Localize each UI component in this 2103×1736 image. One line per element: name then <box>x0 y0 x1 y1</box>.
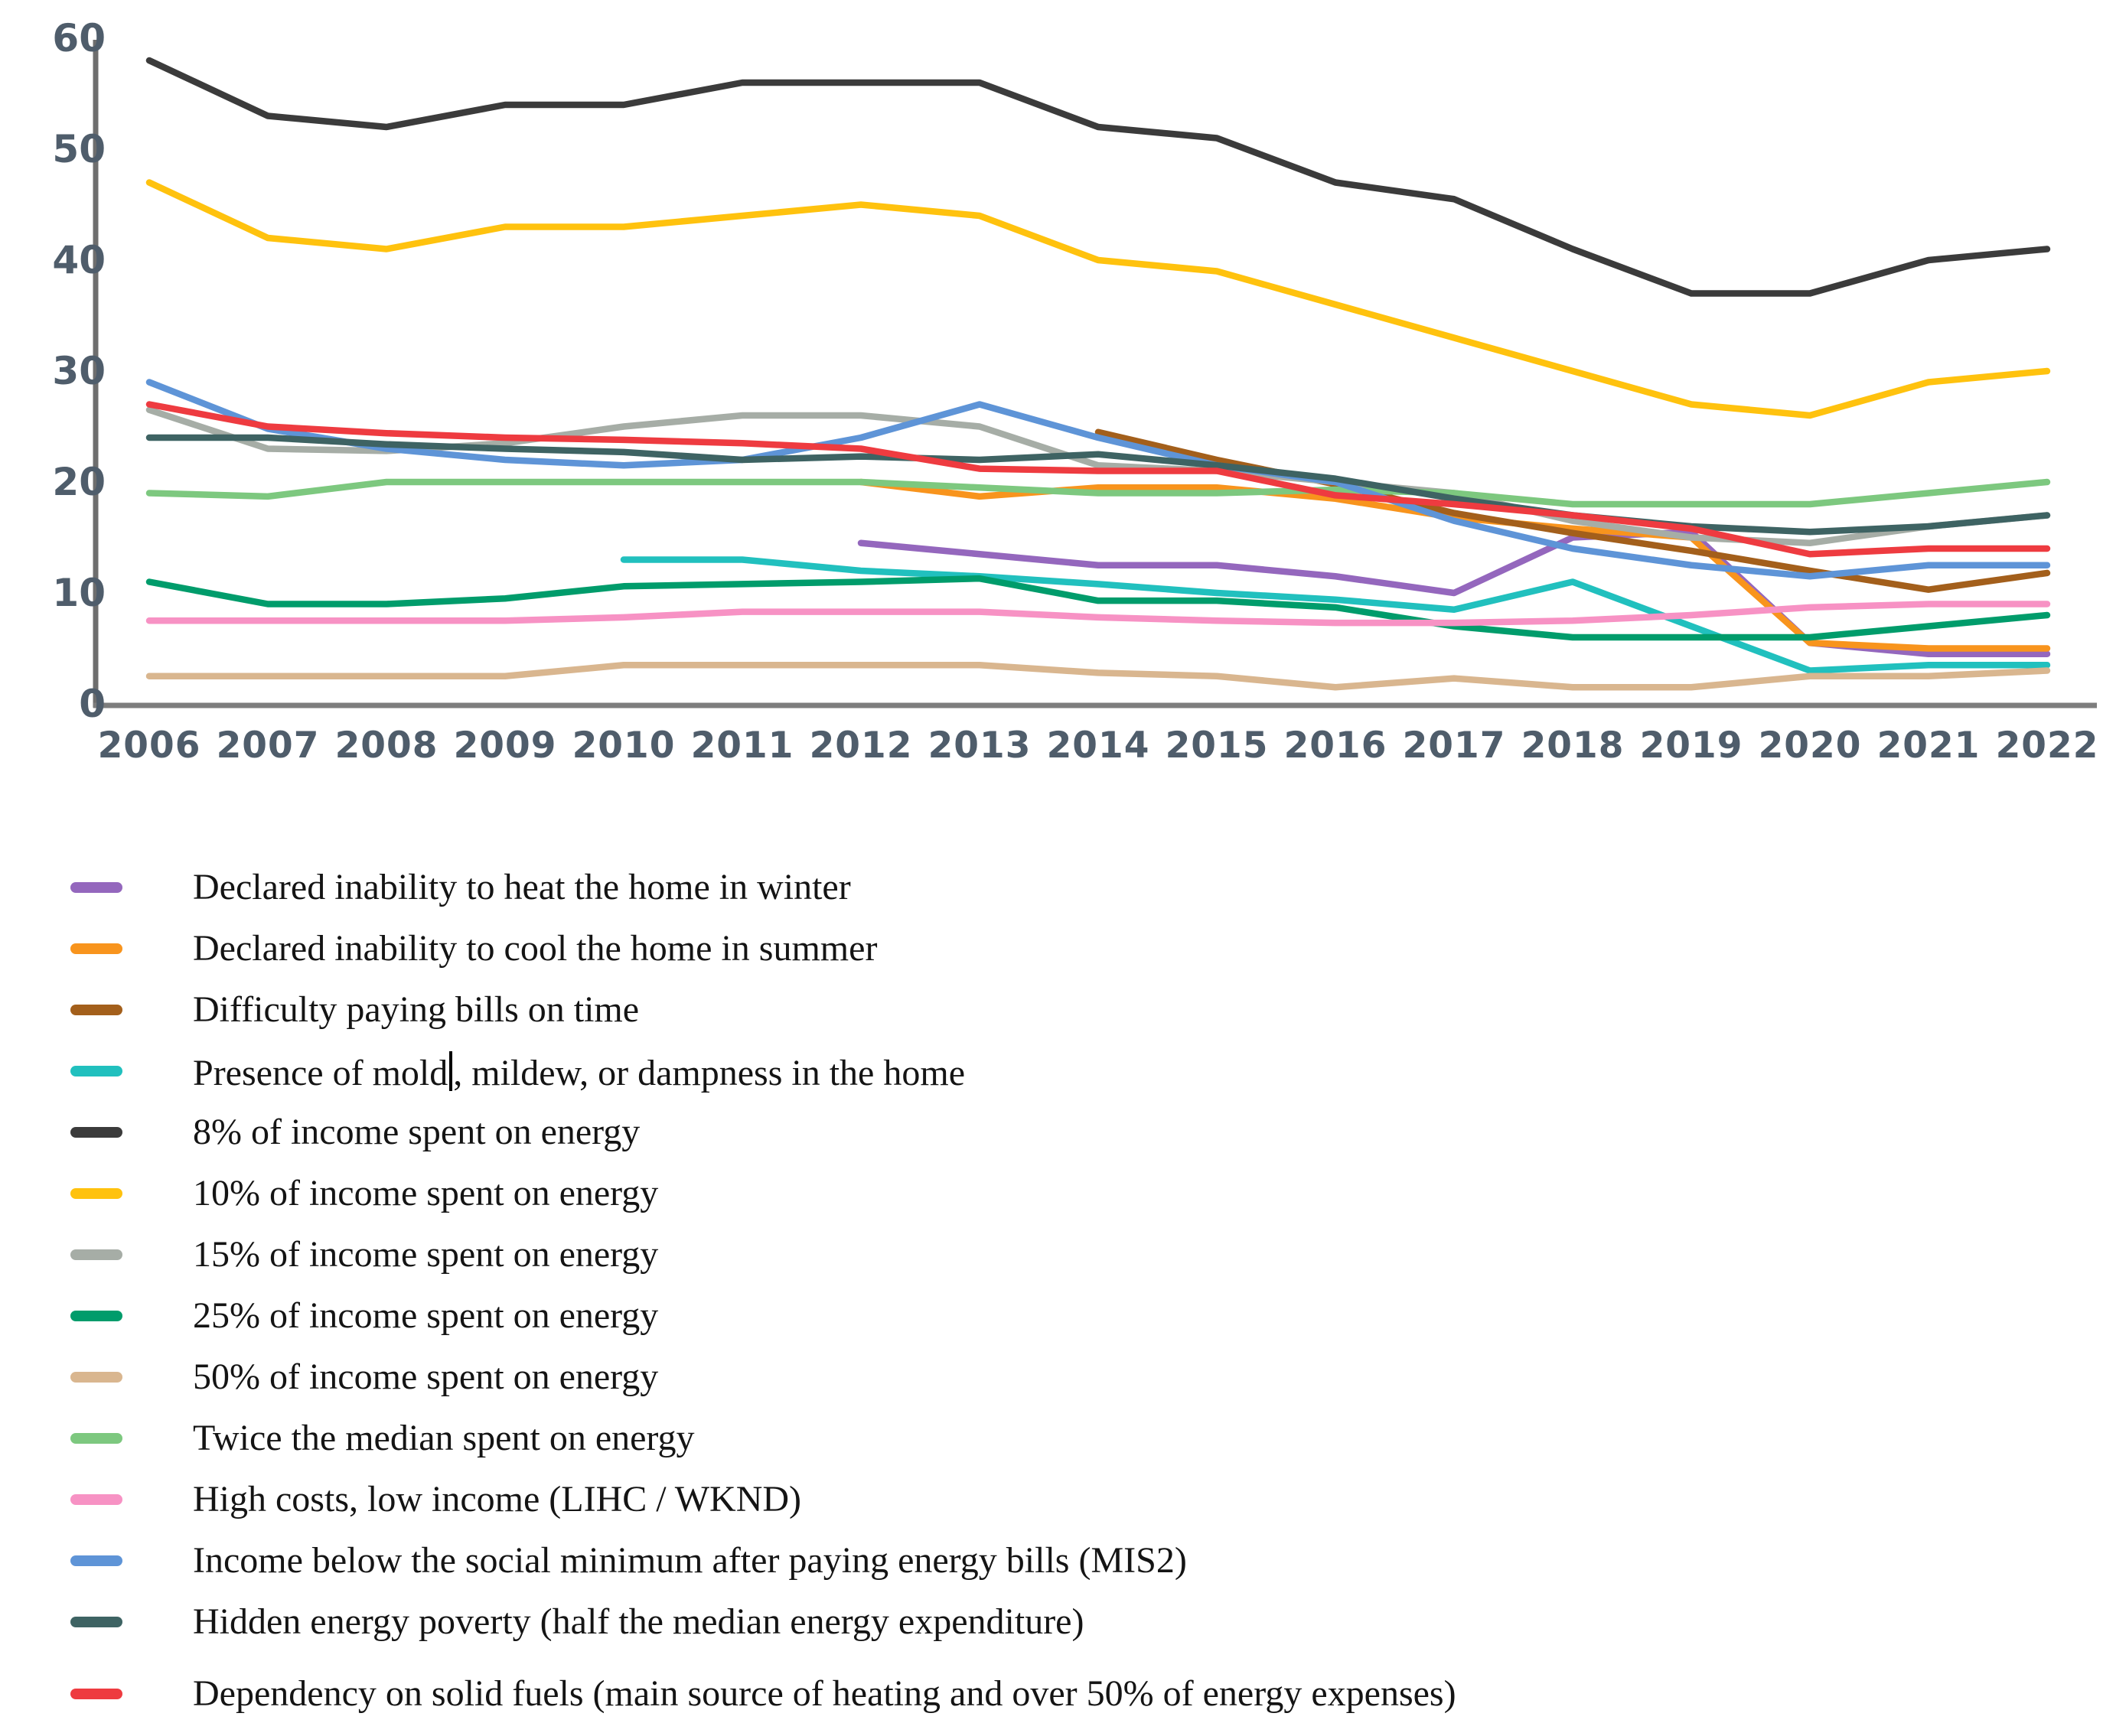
legend-item-income-15: 15% of income spent on energy <box>70 1224 2103 1285</box>
x-tick-label-2019: 2019 <box>1640 725 1743 767</box>
text-cursor <box>449 1050 453 1091</box>
chart-legend: Declared inability to heat the home in w… <box>0 813 2103 1725</box>
legend-label-income-25[interactable]: 25% of income spent on energy <box>193 1295 659 1336</box>
series-line-income-8 <box>145 57 2051 297</box>
series-line-solid-fuels <box>145 401 2051 558</box>
legend-item-cool-summer: Declared inability to cool the home in s… <box>70 918 2103 979</box>
legend-item-mold: Presence of mold, mildew, or dampness in… <box>70 1041 2103 1102</box>
y-tick-label-10: 10 <box>52 571 106 615</box>
y-tick-label-20: 20 <box>52 460 106 504</box>
legend-item-lihc: High costs, low income (LIHC / WKND) <box>70 1469 2103 1530</box>
legend-item-income-50: 50% of income spent on energy <box>70 1347 2103 1408</box>
series-line-mold <box>620 556 2051 674</box>
legend-item-income-25: 25% of income spent on energy <box>70 1285 2103 1347</box>
legend-label-income-10[interactable]: 10% of income spent on energy <box>193 1173 659 1213</box>
x-tick-label-2020: 2020 <box>1759 725 1862 767</box>
legend-label-mold[interactable]: Presence of mold, mildew, or dampness in… <box>193 1050 965 1093</box>
series-line-mis2 <box>145 379 2051 580</box>
legend-swatch-income-8 <box>70 1127 122 1138</box>
y-tick-label-0: 0 <box>79 682 106 726</box>
legend-label-pay-bills[interactable]: Difficulty paying bills on time <box>193 989 640 1030</box>
x-tick-label-2008: 2008 <box>335 725 439 767</box>
x-tick-label-2017: 2017 <box>1403 725 1506 767</box>
legend-swatch-pay-bills <box>70 1005 122 1015</box>
legend-label-income-15[interactable]: 15% of income spent on energy <box>193 1234 659 1275</box>
legend-item-pay-bills: Difficulty paying bills on time <box>70 979 2103 1041</box>
legend-item-income-8: 8% of income spent on energy <box>70 1102 2103 1163</box>
legend-item-heat-winter: Declared inability to heat the home in w… <box>70 857 2103 918</box>
legend-label-mis2[interactable]: Income below the social minimum after pa… <box>193 1540 1187 1581</box>
legend-swatch-income-50 <box>70 1372 122 1383</box>
series-line-lihc <box>145 601 2051 627</box>
x-tick-label-2013: 2013 <box>928 725 1032 767</box>
legend-swatch-hidden-poverty <box>70 1617 122 1627</box>
x-tick-label-2012: 2012 <box>810 725 913 767</box>
legend-swatch-cool-summer <box>70 943 122 954</box>
legend-item-income-10: 10% of income spent on energy <box>70 1163 2103 1224</box>
x-tick-label-2011: 2011 <box>691 725 794 767</box>
x-tick-label-2009: 2009 <box>454 725 557 767</box>
legend-label-hidden-poverty[interactable]: Hidden energy poverty (half the median e… <box>193 1601 1084 1642</box>
y-tick-label-50: 50 <box>52 127 106 171</box>
y-tick-label-40: 40 <box>52 238 106 282</box>
legend-label-heat-winter[interactable]: Declared inability to heat the home in w… <box>193 867 851 907</box>
x-tick-label-2014: 2014 <box>1047 725 1150 767</box>
legend-label-income-50[interactable]: 50% of income spent on energy <box>193 1357 659 1397</box>
x-tick-label-2022: 2022 <box>1996 725 2099 767</box>
legend-swatch-lihc <box>70 1494 122 1505</box>
legend-swatch-heat-winter <box>70 882 122 893</box>
legend-swatch-mold <box>70 1066 122 1076</box>
legend-label-solid-fuels[interactable]: Dependency on solid fuels (main source o… <box>193 1673 1456 1714</box>
legend-label-twice-median[interactable]: Twice the median spent on energy <box>193 1418 695 1458</box>
legend-swatch-twice-median <box>70 1433 122 1444</box>
x-tick-label-2021: 2021 <box>1877 725 1981 767</box>
legend-label-lihc[interactable]: High costs, low income (LIHC / WKND) <box>193 1479 801 1519</box>
energy-poverty-indicators-chart: 0 10 20 30 40 50 60 2006 2007 2008 2009 2010 2011 201… <box>0 0 2103 813</box>
series-line-hidden-poverty <box>145 434 2051 536</box>
legend-swatch-mis2 <box>70 1555 122 1566</box>
x-tick-label-2010: 2010 <box>572 725 676 767</box>
y-tick-label-60: 60 <box>52 16 106 60</box>
x-tick-label-2018: 2018 <box>1521 725 1625 767</box>
legend-item-twice-median: Twice the median spent on energy <box>70 1408 2103 1469</box>
series-line-income-25 <box>145 575 2051 641</box>
line-chart-canvas: 0 10 20 30 40 50 60 2006 2007 2008 2009 2010 2011 201… <box>52 16 2099 767</box>
legend-swatch-solid-fuels <box>70 1689 122 1699</box>
series-line-twice-median <box>145 478 2051 508</box>
x-tick-label-2015: 2015 <box>1166 725 1269 767</box>
x-tick-label-2007: 2007 <box>217 725 320 767</box>
series-line-income-10 <box>145 179 2051 419</box>
x-tick-label-2016: 2016 <box>1284 725 1387 767</box>
legend-label-cool-summer[interactable]: Declared inability to cool the home in s… <box>193 928 878 969</box>
legend-item-hidden-poverty: Hidden energy poverty (half the median e… <box>70 1591 2103 1653</box>
legend-item-mis2: Income below the social minimum after pa… <box>70 1530 2103 1591</box>
x-tick-label-2006: 2006 <box>98 725 201 767</box>
series-line-income-50 <box>145 662 2051 691</box>
legend-swatch-income-25 <box>70 1311 122 1321</box>
legend-item-solid-fuels: Dependency on solid fuels (main source o… <box>70 1663 2103 1725</box>
legend-swatch-income-10 <box>70 1188 122 1199</box>
y-tick-label-30: 30 <box>52 349 106 393</box>
legend-swatch-income-15 <box>70 1249 122 1260</box>
legend-label-income-8[interactable]: 8% of income spent on energy <box>193 1112 641 1152</box>
